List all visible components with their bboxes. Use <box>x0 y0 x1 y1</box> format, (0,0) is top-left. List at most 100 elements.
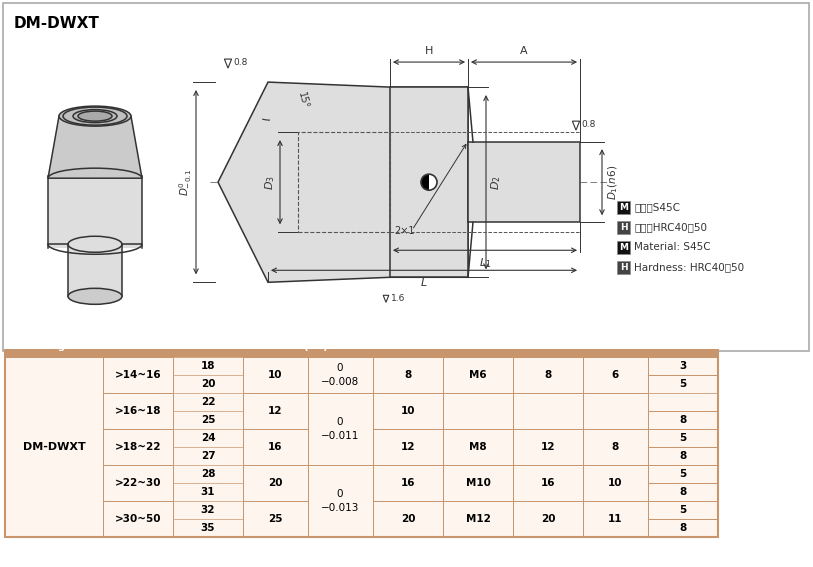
Bar <box>648 411 718 429</box>
Text: M: M <box>619 243 628 252</box>
Bar <box>173 501 243 519</box>
Bar <box>373 429 443 465</box>
Text: 8: 8 <box>680 451 687 461</box>
Bar <box>243 465 308 483</box>
Text: Material: S45C: Material: S45C <box>634 242 711 252</box>
Bar <box>243 501 308 519</box>
Bar <box>103 357 173 375</box>
Bar <box>103 501 173 537</box>
Bar <box>173 393 243 411</box>
Text: M8: M8 <box>469 442 487 452</box>
Bar <box>5 335 718 537</box>
FancyBboxPatch shape <box>617 241 630 254</box>
Text: L1: L1 <box>401 341 415 351</box>
Polygon shape <box>48 116 142 178</box>
FancyBboxPatch shape <box>617 221 630 234</box>
Bar <box>583 429 648 447</box>
Text: 6: 6 <box>611 370 619 380</box>
Text: 31: 31 <box>201 487 215 497</box>
Text: 5: 5 <box>680 469 687 479</box>
Bar <box>443 429 513 447</box>
Bar <box>648 357 718 375</box>
Text: $D_1(n6)$: $D_1(n6)$ <box>606 164 620 200</box>
Bar <box>308 519 373 537</box>
Bar <box>648 447 718 465</box>
Text: 11: 11 <box>608 514 622 524</box>
Bar <box>373 393 443 411</box>
Text: 20: 20 <box>201 379 215 389</box>
Text: H: H <box>611 341 620 351</box>
Text: 16: 16 <box>541 478 555 488</box>
Bar <box>648 465 718 483</box>
Bar <box>103 429 173 447</box>
Text: 12: 12 <box>267 406 282 416</box>
Bar <box>513 393 583 429</box>
Bar <box>308 465 373 483</box>
Text: A: A <box>679 341 687 351</box>
Bar <box>443 375 513 393</box>
Text: >14~16: >14~16 <box>115 370 161 380</box>
Text: 28: 28 <box>201 469 215 479</box>
Ellipse shape <box>78 111 112 121</box>
Bar <box>103 465 173 501</box>
Text: 8: 8 <box>404 370 411 380</box>
Bar <box>373 335 443 357</box>
Bar <box>513 447 583 465</box>
Bar <box>373 357 443 393</box>
Text: 18: 18 <box>201 361 215 371</box>
Bar <box>243 411 308 429</box>
Bar <box>308 411 373 429</box>
Bar <box>648 519 718 537</box>
Bar <box>513 375 583 393</box>
Bar <box>5 483 103 501</box>
Bar <box>243 429 308 465</box>
Bar <box>648 447 718 465</box>
Bar <box>373 375 443 393</box>
Text: 0.8: 0.8 <box>233 58 248 67</box>
Bar <box>308 393 373 465</box>
Text: 5: 5 <box>680 433 687 443</box>
Bar <box>5 393 103 411</box>
Text: 2×1: 2×1 <box>393 226 415 236</box>
Bar <box>513 393 583 411</box>
Bar <box>648 465 718 483</box>
Bar <box>308 465 373 537</box>
Bar <box>583 519 648 537</box>
Text: 硬度：HRC40～50: 硬度：HRC40～50 <box>634 222 707 232</box>
Bar <box>103 447 173 465</box>
Bar <box>443 483 513 501</box>
Bar <box>443 357 513 375</box>
Bar <box>103 357 173 393</box>
Bar <box>648 357 718 375</box>
Bar <box>583 411 648 429</box>
Ellipse shape <box>68 236 122 252</box>
Text: 35: 35 <box>201 523 215 533</box>
Bar <box>513 465 583 501</box>
Bar <box>173 411 243 429</box>
Bar <box>373 501 443 519</box>
Text: 8: 8 <box>680 523 687 533</box>
Bar <box>648 375 718 393</box>
Bar <box>443 465 513 483</box>
Text: 0
−0.013: 0 −0.013 <box>321 489 359 513</box>
Polygon shape <box>572 121 580 130</box>
Bar <box>583 429 648 465</box>
Bar <box>173 483 243 501</box>
Bar <box>583 357 648 375</box>
Text: 8: 8 <box>680 487 687 497</box>
Bar <box>308 357 373 375</box>
Polygon shape <box>383 295 389 302</box>
Bar <box>243 483 308 501</box>
Bar <box>243 335 308 357</box>
Text: 12: 12 <box>541 442 555 452</box>
Bar <box>513 501 583 519</box>
Bar <box>373 447 443 465</box>
Bar <box>648 483 718 501</box>
Bar <box>443 465 513 501</box>
Text: A: A <box>520 46 528 56</box>
Bar <box>243 393 308 411</box>
Text: M: M <box>619 203 628 211</box>
Bar <box>103 335 173 357</box>
Bar <box>513 465 583 483</box>
Ellipse shape <box>73 109 117 122</box>
